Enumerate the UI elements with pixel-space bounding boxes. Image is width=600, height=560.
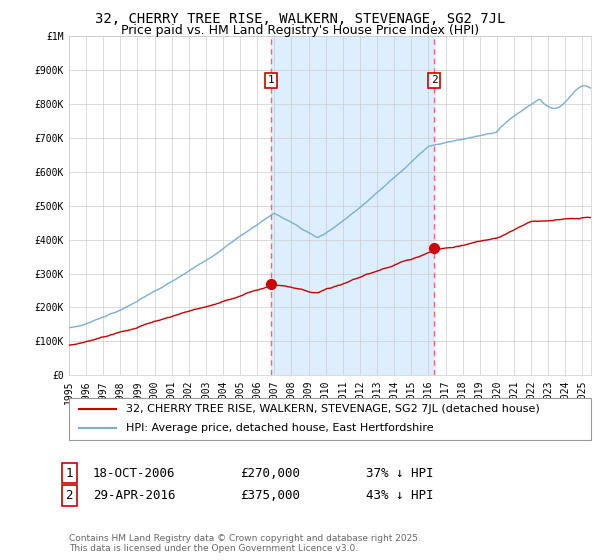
Text: £375,000: £375,000 bbox=[240, 489, 300, 502]
Text: 1: 1 bbox=[268, 76, 274, 86]
Text: HPI: Average price, detached house, East Hertfordshire: HPI: Average price, detached house, East… bbox=[127, 423, 434, 433]
Text: Contains HM Land Registry data © Crown copyright and database right 2025.
This d: Contains HM Land Registry data © Crown c… bbox=[69, 534, 421, 553]
Text: Price paid vs. HM Land Registry's House Price Index (HPI): Price paid vs. HM Land Registry's House … bbox=[121, 24, 479, 36]
Text: 43% ↓ HPI: 43% ↓ HPI bbox=[366, 489, 433, 502]
Bar bbox=[271, 36, 434, 375]
Text: 32, CHERRY TREE RISE, WALKERN, STEVENAGE, SG2 7JL (detached house): 32, CHERRY TREE RISE, WALKERN, STEVENAGE… bbox=[127, 404, 540, 414]
Text: 2: 2 bbox=[65, 489, 73, 502]
FancyBboxPatch shape bbox=[69, 398, 591, 440]
Text: 32, CHERRY TREE RISE, WALKERN, STEVENAGE, SG2 7JL: 32, CHERRY TREE RISE, WALKERN, STEVENAGE… bbox=[95, 12, 505, 26]
Text: 37% ↓ HPI: 37% ↓ HPI bbox=[366, 466, 433, 480]
Text: 2: 2 bbox=[431, 76, 437, 86]
Text: 1: 1 bbox=[65, 466, 73, 480]
Text: 29-APR-2016: 29-APR-2016 bbox=[93, 489, 176, 502]
Text: £270,000: £270,000 bbox=[240, 466, 300, 480]
Text: 18-OCT-2006: 18-OCT-2006 bbox=[93, 466, 176, 480]
